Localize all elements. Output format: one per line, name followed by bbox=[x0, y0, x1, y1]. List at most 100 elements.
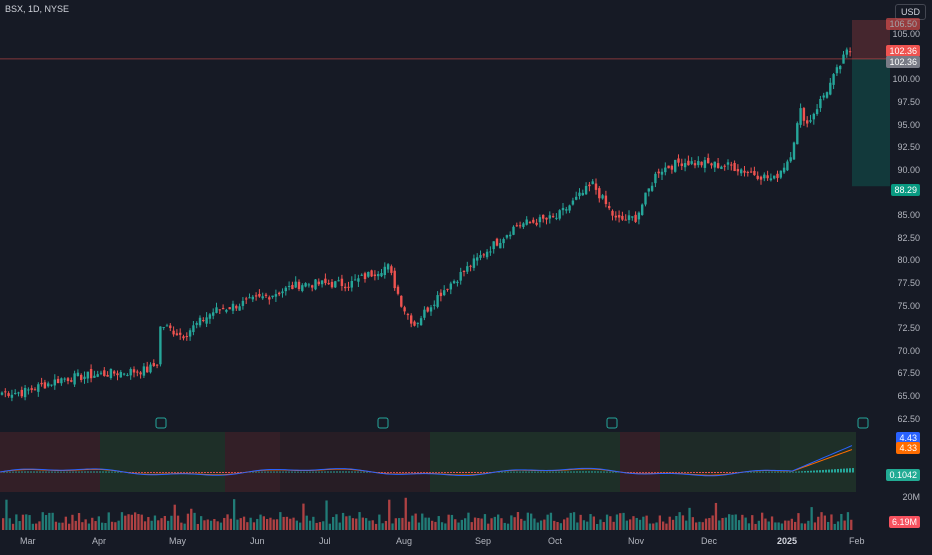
macd-histogram-bar bbox=[675, 472, 677, 473]
macd-histogram-bar bbox=[168, 472, 170, 473]
volume-bar bbox=[741, 514, 744, 530]
volume-bar bbox=[850, 519, 853, 530]
volume-bar bbox=[744, 517, 747, 530]
volume-bar bbox=[61, 522, 64, 530]
volume-bar bbox=[827, 521, 830, 530]
macd-histogram-bar bbox=[105, 471, 107, 473]
candle-body bbox=[502, 239, 505, 244]
candle-body bbox=[687, 160, 690, 166]
candle-body bbox=[571, 200, 575, 205]
candle-body bbox=[188, 330, 192, 337]
macd-histogram-bar bbox=[597, 471, 599, 473]
target-price-badge: 106.50 bbox=[886, 18, 920, 30]
volume-bar bbox=[87, 523, 91, 530]
macd-histogram-bar bbox=[192, 472, 194, 473]
macd-histogram-bar bbox=[336, 471, 338, 473]
macd-histogram-bar bbox=[426, 472, 428, 473]
candle-body bbox=[63, 378, 66, 380]
volume-bar bbox=[282, 516, 285, 530]
volume-bar bbox=[665, 523, 668, 530]
candle-body bbox=[294, 281, 297, 288]
macd-histogram-bar bbox=[558, 471, 560, 473]
macd-histogram-bar bbox=[705, 472, 707, 474]
candle-body bbox=[449, 283, 452, 290]
volume-bar bbox=[15, 514, 18, 530]
macd-histogram-bar bbox=[849, 468, 851, 473]
volume-bar bbox=[787, 520, 790, 530]
macd-histogram-bar bbox=[273, 471, 275, 473]
candle-body bbox=[802, 108, 806, 121]
candle-body bbox=[212, 312, 215, 316]
volume-bar bbox=[820, 512, 823, 530]
candle-body bbox=[406, 314, 410, 316]
macd-histogram-bar bbox=[759, 471, 761, 473]
macd-histogram-bar bbox=[438, 472, 440, 473]
volume-bar bbox=[592, 516, 595, 530]
volume-bar bbox=[358, 512, 361, 530]
candle-body bbox=[647, 188, 650, 192]
candle-body bbox=[122, 373, 126, 375]
candle-body bbox=[390, 266, 393, 273]
volume-bar bbox=[516, 512, 520, 530]
macd-histogram-bar bbox=[732, 472, 734, 473]
macd-histogram-bar bbox=[462, 472, 464, 474]
volume-bar bbox=[579, 514, 582, 530]
macd-histogram-bar bbox=[162, 472, 164, 473]
macd-histogram-bar bbox=[591, 471, 593, 473]
candle-body bbox=[779, 170, 782, 178]
candle-body bbox=[142, 366, 146, 376]
candle-body bbox=[7, 393, 10, 396]
volume-bar bbox=[688, 507, 691, 530]
candle-body bbox=[723, 165, 726, 167]
candle-body bbox=[505, 235, 509, 238]
macd-histogram-bar bbox=[840, 468, 842, 473]
macd-histogram-bar bbox=[684, 472, 686, 473]
candle-body bbox=[93, 375, 96, 378]
macd-histogram-bar bbox=[261, 471, 263, 473]
volume-bar bbox=[582, 520, 586, 530]
candle-body bbox=[551, 216, 555, 218]
candle-body bbox=[162, 327, 165, 329]
candle-body bbox=[357, 278, 360, 282]
macd-histogram-bar bbox=[681, 472, 683, 473]
volume-bar bbox=[292, 517, 295, 530]
candle-body bbox=[641, 204, 644, 215]
volume-bar bbox=[295, 520, 298, 530]
candle-body bbox=[479, 255, 482, 258]
candle-body bbox=[383, 266, 386, 276]
volume-bar bbox=[671, 519, 675, 530]
macd-histogram-bar bbox=[456, 472, 458, 474]
macd-histogram-bar bbox=[579, 471, 581, 473]
macd-histogram-bar bbox=[429, 472, 431, 473]
macd-histogram-bar bbox=[654, 472, 656, 473]
macd-histogram-bar bbox=[645, 472, 647, 473]
macd-histogram-bar bbox=[534, 471, 536, 473]
macd-histogram-bar bbox=[339, 471, 341, 473]
macd-histogram-bar bbox=[852, 468, 854, 473]
candle-body bbox=[347, 286, 350, 288]
volume-bar bbox=[176, 515, 180, 530]
volume-bar bbox=[124, 515, 127, 530]
candle-body bbox=[462, 270, 466, 272]
volume-bar bbox=[365, 518, 368, 530]
volume-bar bbox=[718, 520, 721, 530]
price-tick-label: 95.00 bbox=[897, 119, 920, 130]
volume-bar bbox=[457, 522, 460, 530]
volume-bar bbox=[497, 514, 500, 530]
macd-histogram-bar bbox=[504, 471, 506, 473]
macd-histogram-bar bbox=[225, 472, 227, 473]
macd-histogram-bar bbox=[279, 471, 281, 473]
volume-bar bbox=[549, 512, 553, 530]
volume-bar bbox=[596, 523, 599, 530]
volume-bar bbox=[246, 522, 249, 530]
candle-body bbox=[429, 307, 433, 312]
macd-histogram-bar bbox=[702, 472, 704, 474]
volume-bar bbox=[381, 523, 384, 530]
volume-bar bbox=[490, 518, 493, 530]
candle-body bbox=[746, 171, 749, 173]
candle-body bbox=[535, 222, 538, 225]
volume-bar bbox=[810, 507, 813, 530]
macd-histogram-bar bbox=[396, 472, 398, 473]
macd-histogram-bar bbox=[189, 472, 191, 473]
